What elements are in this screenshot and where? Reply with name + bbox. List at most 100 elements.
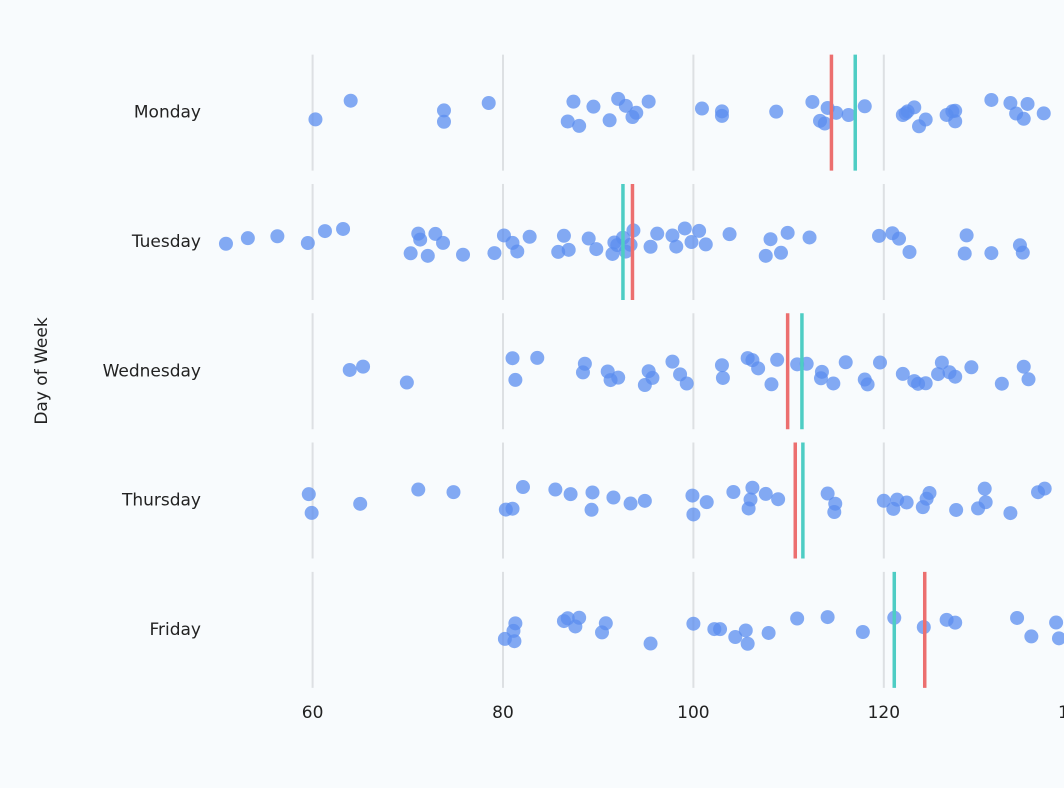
point: [838, 355, 853, 370]
point: [584, 502, 599, 517]
point: [1015, 245, 1030, 260]
point: [1003, 506, 1018, 521]
point: [957, 246, 972, 261]
y-tick-label: Monday: [134, 103, 201, 123]
point: [611, 370, 626, 385]
point: [522, 229, 537, 244]
point: [1037, 481, 1052, 496]
point: [892, 231, 907, 246]
point: [802, 230, 817, 245]
point: [1016, 111, 1031, 126]
point: [436, 103, 451, 118]
point: [645, 370, 660, 385]
point: [505, 351, 520, 366]
point: [436, 235, 451, 250]
point: [637, 493, 652, 508]
point: [679, 376, 694, 391]
point: [577, 356, 592, 371]
point: [726, 485, 741, 500]
point: [643, 239, 658, 254]
point: [399, 375, 414, 390]
point: [828, 496, 843, 511]
point: [895, 366, 910, 381]
point: [510, 244, 525, 259]
point: [857, 99, 872, 114]
point: [436, 114, 451, 129]
point: [948, 103, 963, 118]
point: [556, 228, 571, 243]
point: [918, 376, 933, 391]
point: [814, 364, 829, 379]
point: [413, 232, 428, 247]
point: [1016, 359, 1031, 374]
point: [758, 248, 773, 263]
point: [304, 505, 319, 520]
point: [317, 224, 332, 239]
point: [978, 495, 993, 510]
point: [805, 94, 820, 109]
point: [872, 355, 887, 370]
point: [411, 482, 426, 497]
point: [301, 487, 316, 502]
point: [403, 246, 418, 261]
y-tick-label: Friday: [149, 620, 201, 640]
point: [1051, 631, 1064, 646]
point: [1020, 96, 1035, 111]
point: [692, 223, 707, 238]
point: [698, 237, 713, 252]
point: [669, 239, 684, 254]
point: [948, 615, 963, 630]
x-tick-label: 80: [492, 703, 514, 723]
point: [677, 221, 692, 236]
point: [1036, 106, 1051, 121]
point: [728, 629, 743, 644]
point: [855, 625, 870, 640]
point: [218, 236, 233, 251]
x-tick-label: 100: [677, 703, 709, 723]
point: [1010, 610, 1025, 625]
point: [841, 107, 856, 122]
point: [872, 228, 887, 243]
point: [948, 369, 963, 384]
point: [560, 114, 575, 129]
point: [713, 622, 728, 637]
point: [715, 370, 730, 385]
point: [876, 493, 891, 508]
point: [817, 116, 832, 131]
point: [548, 482, 563, 497]
point: [508, 372, 523, 387]
point: [790, 611, 805, 626]
point: [949, 502, 964, 517]
point: [456, 247, 471, 262]
point: [902, 244, 917, 259]
point: [994, 376, 1009, 391]
point: [1021, 372, 1036, 387]
point: [481, 96, 496, 111]
point: [959, 228, 974, 243]
point: [561, 242, 576, 257]
point: [686, 507, 701, 522]
point: [240, 231, 255, 246]
y-tick-label: Tuesday: [131, 232, 201, 252]
point: [602, 113, 617, 128]
point: [618, 98, 633, 113]
y-axis-title: Day of Week: [32, 317, 52, 424]
point: [769, 104, 784, 119]
point: [984, 246, 999, 261]
point: [826, 376, 841, 391]
point: [446, 485, 461, 500]
point: [420, 248, 435, 263]
point: [686, 616, 701, 631]
point: [694, 101, 709, 116]
point: [899, 495, 914, 510]
x-tick-label: 120: [868, 703, 900, 723]
point: [751, 361, 766, 376]
point: [623, 496, 638, 511]
point: [665, 354, 680, 369]
point: [699, 495, 714, 510]
point: [581, 231, 596, 246]
point: [563, 487, 578, 502]
point: [714, 358, 729, 373]
point: [551, 244, 566, 259]
point: [308, 112, 323, 127]
